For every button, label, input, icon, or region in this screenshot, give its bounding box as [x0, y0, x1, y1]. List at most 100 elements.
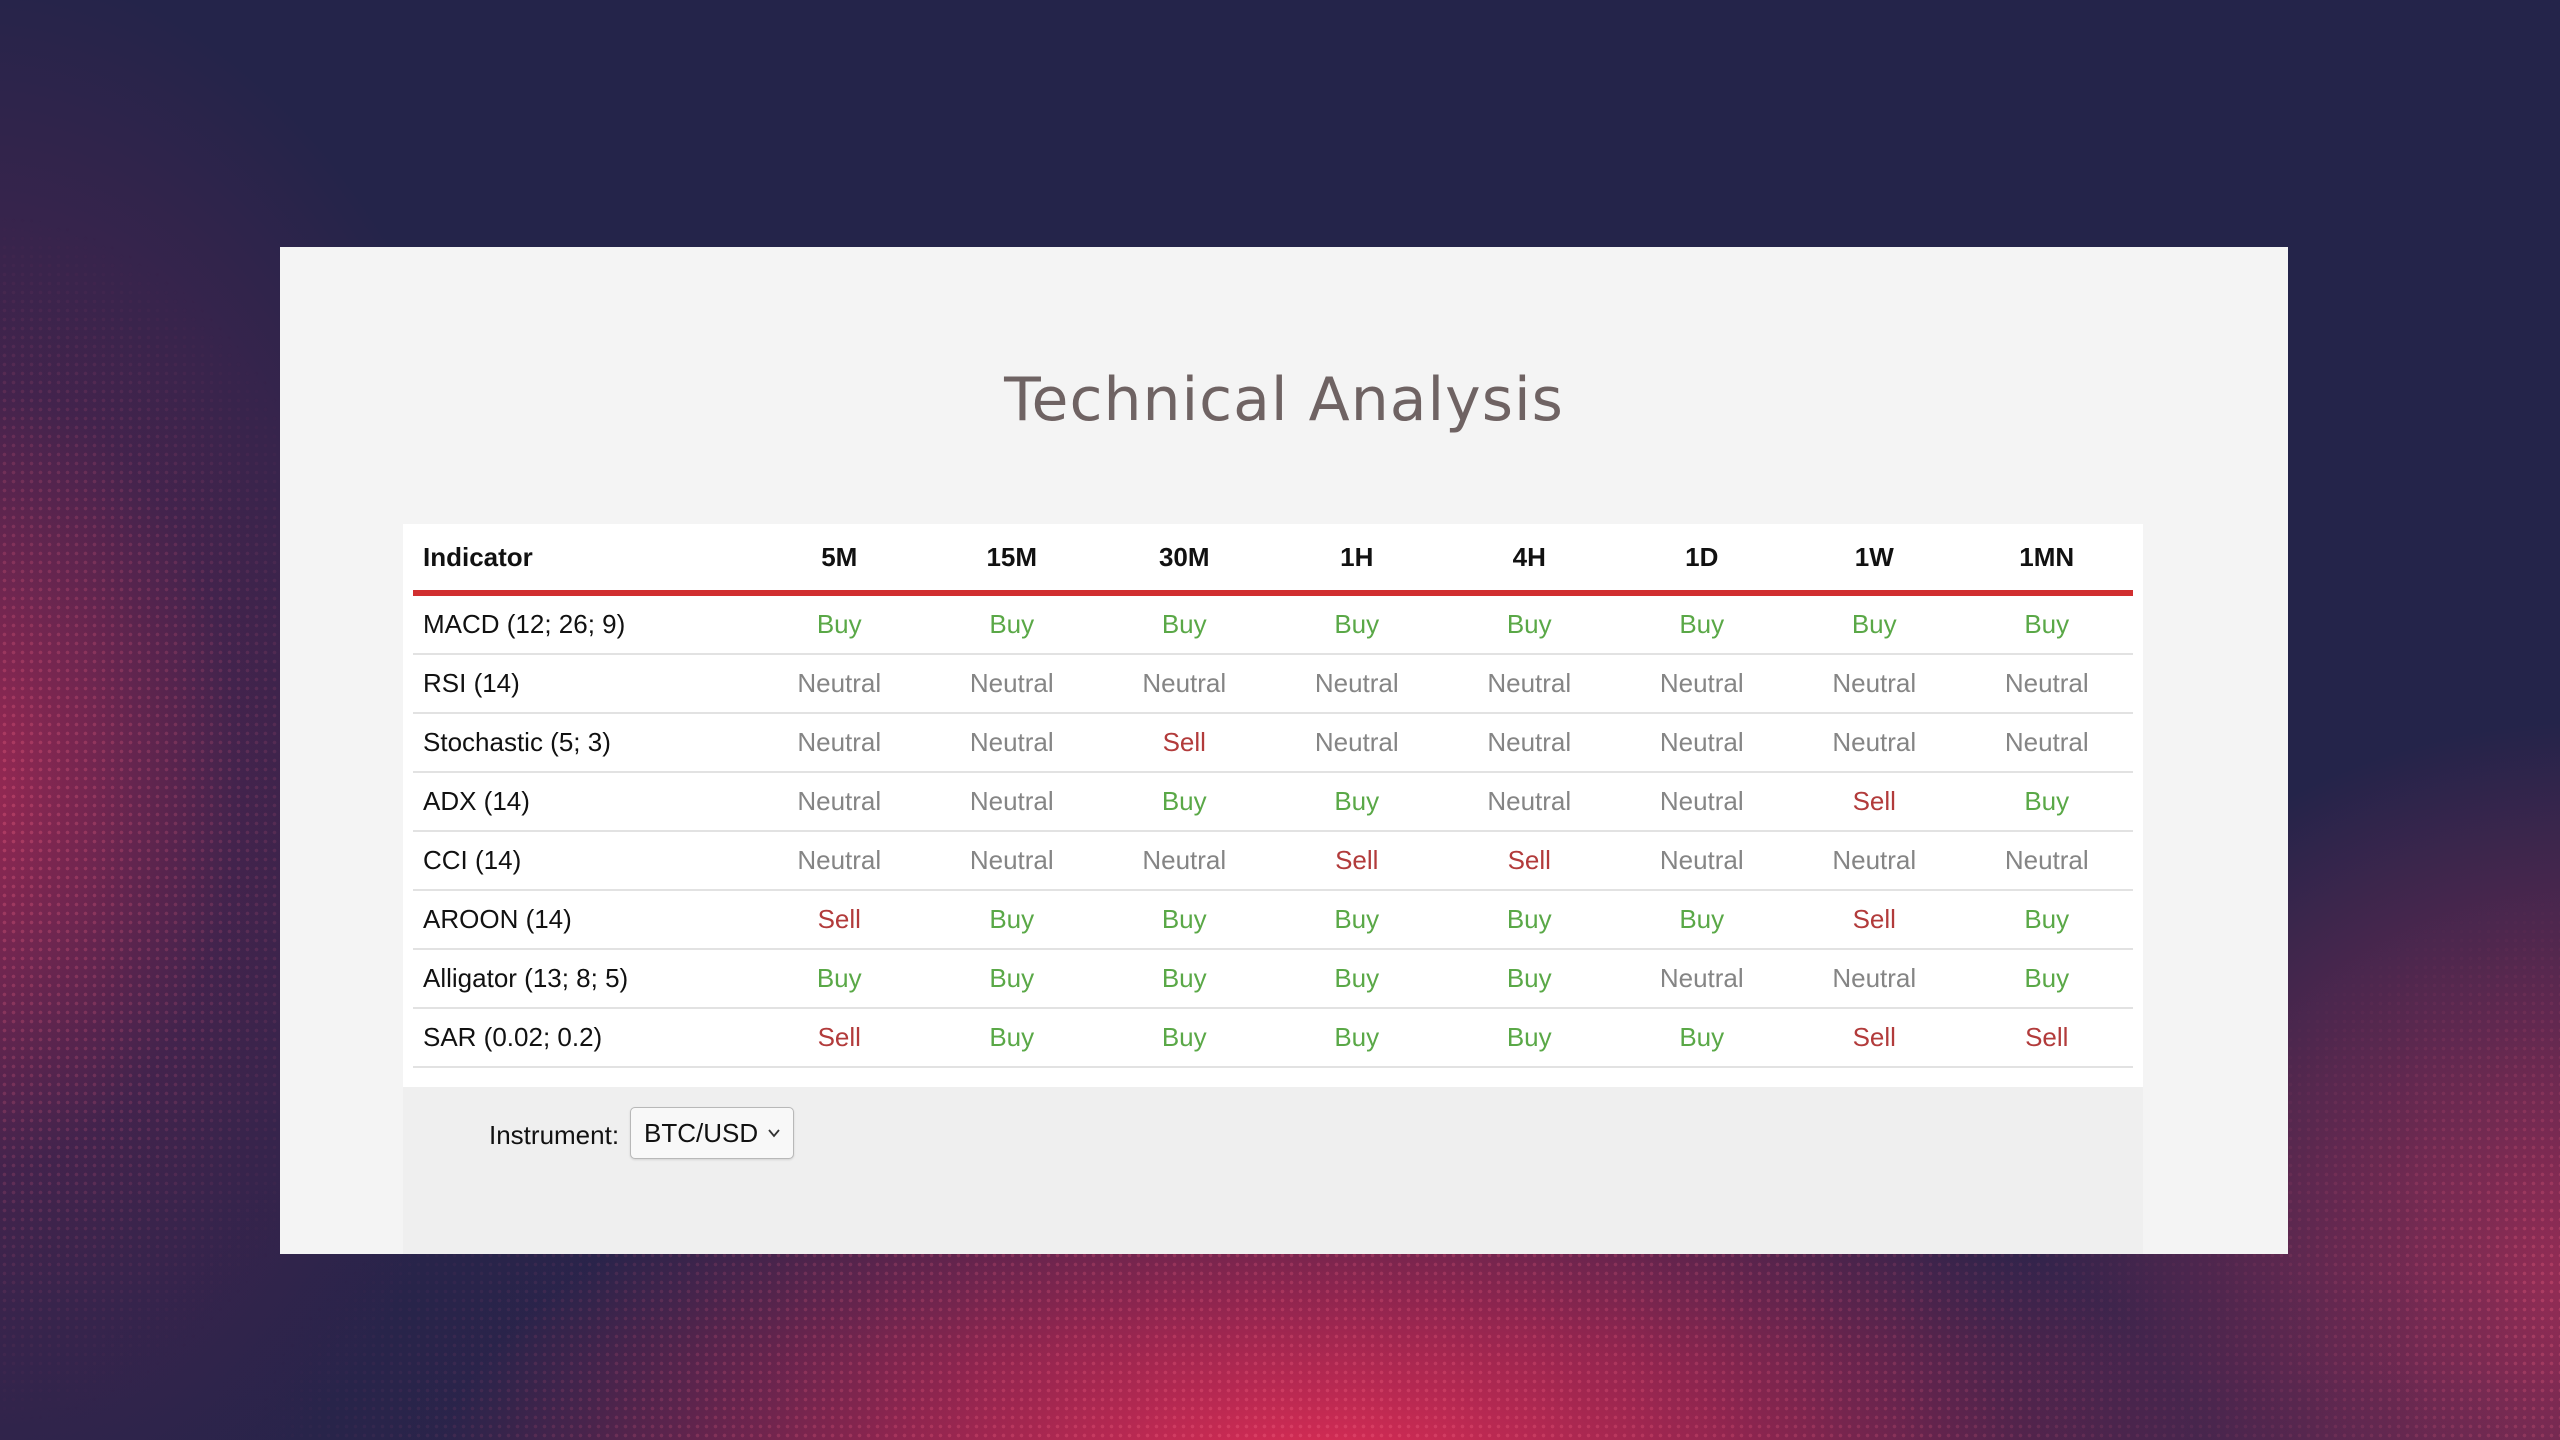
- instrument-bar: Instrument: BTC/USD: [403, 1087, 2143, 1254]
- signal-cell: Buy: [1098, 949, 1271, 1009]
- table-area: Indicator 5M 15M 30M 1H 4H 1D 1W 1MN MAC…: [403, 524, 2143, 1087]
- table-row: ADX (14) Neutral Neutral Buy Buy Neutral…: [413, 772, 2133, 832]
- signal-cell: Buy: [1270, 1008, 1443, 1068]
- column-header-1d: 1D: [1615, 524, 1788, 596]
- signal-cell: Buy: [1270, 949, 1443, 1009]
- signal-cell: Neutral: [1615, 772, 1788, 832]
- signal-cell: Buy: [925, 949, 1098, 1009]
- signal-cell: Neutral: [753, 772, 926, 832]
- signal-cell: Neutral: [1615, 654, 1788, 714]
- indicator-name: ADX (14): [413, 772, 753, 832]
- table-row: MACD (12; 26; 9) Buy Buy Buy Buy Buy Buy…: [413, 593, 2133, 655]
- instrument-label: Instrument:: [489, 1120, 620, 1150]
- signal-cell: Sell: [1270, 831, 1443, 891]
- signal-cell: Buy: [1098, 593, 1271, 655]
- signal-cell: Buy: [1098, 1008, 1271, 1068]
- column-header-1w: 1W: [1788, 524, 1961, 596]
- signal-cell: Neutral: [1443, 772, 1616, 832]
- table-row: Alligator (13; 8; 5) Buy Buy Buy Buy Buy…: [413, 949, 2133, 1009]
- signal-cell: Buy: [1960, 890, 2133, 950]
- column-header-1h: 1H: [1270, 524, 1443, 596]
- signal-cell: Buy: [1270, 890, 1443, 950]
- signal-cell: Sell: [753, 1008, 926, 1068]
- signal-cell: Neutral: [1788, 831, 1961, 891]
- signal-cell: Neutral: [1615, 949, 1788, 1009]
- table-row: AROON (14) Sell Buy Buy Buy Buy Buy Sell…: [413, 890, 2133, 950]
- page-title: Technical Analysis: [1004, 365, 1564, 435]
- indicator-name: AROON (14): [413, 890, 753, 950]
- signal-cell: Buy: [925, 593, 1098, 655]
- column-header-30m: 30M: [1098, 524, 1271, 596]
- indicator-name: MACD (12; 26; 9): [413, 593, 753, 655]
- signal-cell: Neutral: [925, 713, 1098, 773]
- table-header-row: Indicator 5M 15M 30M 1H 4H 1D 1W 1MN: [413, 524, 2133, 596]
- table-row: RSI (14) Neutral Neutral Neutral Neutral…: [413, 654, 2133, 714]
- signal-cell: Buy: [1443, 593, 1616, 655]
- signal-cell: Sell: [1443, 831, 1616, 891]
- signal-cell: Sell: [1098, 713, 1271, 773]
- signal-cell: Buy: [925, 890, 1098, 950]
- signal-cell: Neutral: [1788, 654, 1961, 714]
- column-header-1mn: 1MN: [1960, 524, 2133, 596]
- signal-cell: Neutral: [1615, 831, 1788, 891]
- signal-cell: Sell: [1960, 1008, 2133, 1068]
- signal-cell: Buy: [753, 949, 926, 1009]
- indicator-name: SAR (0.02; 0.2): [413, 1008, 753, 1068]
- signal-cell: Buy: [1788, 593, 1961, 655]
- signal-cell: Neutral: [1960, 713, 2133, 773]
- signal-cell: Buy: [1960, 593, 2133, 655]
- signal-cell: Neutral: [1270, 713, 1443, 773]
- signal-cell: Neutral: [1788, 713, 1961, 773]
- signal-cell: Sell: [1788, 890, 1961, 950]
- chevron-down-icon: [768, 1129, 780, 1138]
- technical-analysis-widget: Indicator 5M 15M 30M 1H 4H 1D 1W 1MN MAC…: [403, 524, 2143, 1254]
- signal-cell: Buy: [1443, 949, 1616, 1009]
- signal-cell: Neutral: [1615, 713, 1788, 773]
- signal-cell: Neutral: [925, 654, 1098, 714]
- table-row: Stochastic (5; 3) Neutral Neutral Sell N…: [413, 713, 2133, 773]
- column-header-4h: 4H: [1443, 524, 1616, 596]
- signal-cell: Neutral: [1098, 654, 1271, 714]
- signal-cell: Buy: [1615, 1008, 1788, 1068]
- signal-cell: Buy: [1443, 1008, 1616, 1068]
- signal-cell: Neutral: [1960, 654, 2133, 714]
- signal-cell: Neutral: [1443, 713, 1616, 773]
- signal-cell: Buy: [1270, 772, 1443, 832]
- column-header-indicator: Indicator: [413, 524, 753, 596]
- technical-analysis-panel: Technical Analysis Indicator 5M 15M 30M …: [280, 247, 2288, 1254]
- signal-cell: Neutral: [925, 772, 1098, 832]
- signal-cell: Buy: [753, 593, 926, 655]
- signal-cell: Neutral: [753, 654, 926, 714]
- column-header-15m: 15M: [925, 524, 1098, 596]
- table-row: SAR (0.02; 0.2) Sell Buy Buy Buy Buy Buy…: [413, 1008, 2133, 1068]
- signal-cell: Neutral: [1788, 949, 1961, 1009]
- instrument-select[interactable]: BTC/USD: [630, 1107, 794, 1159]
- signal-cell: Buy: [1270, 593, 1443, 655]
- signal-cell: Sell: [1788, 772, 1961, 832]
- signal-cell: Neutral: [1270, 654, 1443, 714]
- indicator-name: CCI (14): [413, 831, 753, 891]
- indicator-table: Indicator 5M 15M 30M 1H 4H 1D 1W 1MN MAC…: [413, 524, 2133, 1068]
- signal-cell: Neutral: [753, 831, 926, 891]
- signal-cell: Buy: [1098, 890, 1271, 950]
- signal-cell: Neutral: [1443, 654, 1616, 714]
- signal-cell: Buy: [1615, 890, 1788, 950]
- signal-cell: Neutral: [753, 713, 926, 773]
- signal-cell: Buy: [1960, 949, 2133, 1009]
- signal-cell: Neutral: [1960, 831, 2133, 891]
- signal-cell: Buy: [1443, 890, 1616, 950]
- signal-cell: Sell: [1788, 1008, 1961, 1068]
- signal-cell: Neutral: [925, 831, 1098, 891]
- instrument-selected-value: BTC/USD: [644, 1117, 759, 1148]
- column-header-5m: 5M: [753, 524, 926, 596]
- indicator-name: Stochastic (5; 3): [413, 713, 753, 773]
- signal-cell: Neutral: [1098, 831, 1271, 891]
- indicator-name: RSI (14): [413, 654, 753, 714]
- indicator-name: Alligator (13; 8; 5): [413, 949, 753, 1009]
- signal-cell: Buy: [925, 1008, 1098, 1068]
- table-row: CCI (14) Neutral Neutral Neutral Sell Se…: [413, 831, 2133, 891]
- signal-cell: Buy: [1960, 772, 2133, 832]
- signal-cell: Sell: [753, 890, 926, 950]
- signal-cell: Buy: [1098, 772, 1271, 832]
- signal-cell: Buy: [1615, 593, 1788, 655]
